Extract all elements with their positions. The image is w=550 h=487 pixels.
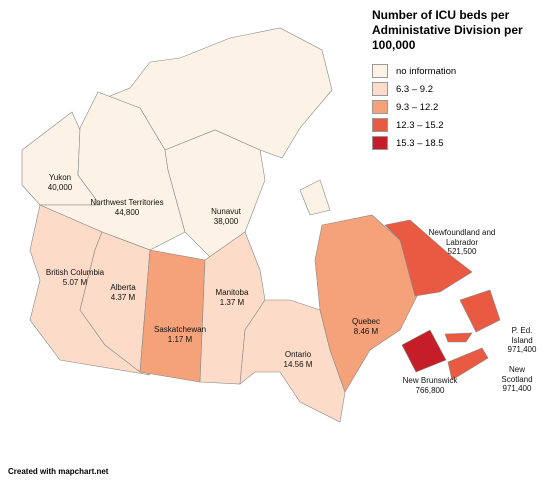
region-name: Quebec <box>351 317 381 326</box>
region-name: Newfoundland and Labrador <box>428 228 496 247</box>
region-population: 4.37 M <box>110 292 136 302</box>
region-label: Northwest Territories 44,800 <box>90 198 163 217</box>
region-population: 8.46 M <box>353 326 379 336</box>
legend-label: 15.3 – 18.5 <box>396 137 444 149</box>
legend-swatch <box>372 100 388 114</box>
legend-title: Number of ICU beds per Administative Div… <box>372 8 523 52</box>
region-population: 766,800 <box>415 385 445 395</box>
region-name: Ontario <box>284 350 312 359</box>
region-population: 521,500 <box>447 247 477 257</box>
credit: Created with mapchart.net <box>8 467 109 476</box>
region-population: 971,400 <box>502 384 532 394</box>
region-population: 38,000 <box>213 216 239 226</box>
region-name: New Brunswick <box>402 376 458 385</box>
region-label: Ontario 14.56 M <box>284 350 313 369</box>
region-name: P. Ed. Island <box>511 326 533 345</box>
region-name: Northwest Territories <box>90 198 164 207</box>
legend-swatch <box>372 64 388 78</box>
region-label: Yukon 40,000 <box>48 173 72 192</box>
island <box>299 179 331 216</box>
region-label: Saskatchewan 1.17 M <box>154 325 206 344</box>
legend-label: no information <box>396 65 457 77</box>
legend-swatch <box>372 136 388 150</box>
region-population: 1.37 M <box>219 297 245 307</box>
region-population: 40,000 <box>47 182 73 192</box>
region-population: 5.07 M <box>62 277 88 287</box>
region-shape <box>384 219 473 297</box>
region-label: British Columbia 5.07 M <box>46 268 104 287</box>
region-population: 14.56 M <box>283 359 313 369</box>
region-shape <box>164 129 266 263</box>
legend-swatch <box>372 82 388 96</box>
region-name: Alberta <box>110 283 136 292</box>
region-label: New Brunswick 766,800 <box>403 376 458 395</box>
region-name: Saskatchewan <box>153 325 207 334</box>
region-shape <box>444 332 473 343</box>
region-shape <box>314 214 421 393</box>
region-label: Manitoba 1.37 M <box>216 288 249 307</box>
region-shape <box>139 249 206 383</box>
region-name: Manitoba <box>215 288 249 297</box>
legend-label: 12.3 – 15.2 <box>396 119 444 131</box>
region-population: 44,800 <box>114 207 140 217</box>
legend-item: 12.3 – 15.2 <box>372 116 456 134</box>
region-name: British Columbia <box>45 268 105 277</box>
legend-swatch <box>372 118 388 132</box>
legend-item: 6.3 – 9.2 <box>372 80 456 98</box>
legend-item: no information <box>372 62 456 80</box>
legend-item: 9.3 – 12.2 <box>372 98 456 116</box>
legend-label: 6.3 – 9.2 <box>396 83 433 95</box>
region-shape <box>401 329 447 373</box>
region-label: Nunavut 38,000 <box>211 207 241 226</box>
region-population: 971,400 <box>507 345 537 355</box>
region-name: New Scotland <box>501 365 533 384</box>
region-label: Quebec 8.46 M <box>352 317 380 336</box>
region-shape <box>447 347 489 381</box>
region-label: New Scotland 971,400 <box>501 365 534 394</box>
legend: no information 6.3 – 9.2 9.3 – 12.2 12.3 – … <box>372 62 456 152</box>
region-name: Yukon <box>48 173 72 182</box>
region-label: Newfoundland and Labrador 521,500 <box>427 228 497 257</box>
region-shape <box>459 289 501 333</box>
legend-item: 15.3 – 18.5 <box>372 134 456 152</box>
legend-label: 9.3 – 12.2 <box>396 101 439 113</box>
region-label: Alberta 4.37 M <box>110 283 135 302</box>
region-name: Nunavut <box>211 207 241 216</box>
region-shape <box>39 91 186 251</box>
region-shape <box>239 299 346 423</box>
region-population: 1.17 M <box>167 334 193 344</box>
region-label: P. Ed. Island 971,400 <box>508 326 537 355</box>
